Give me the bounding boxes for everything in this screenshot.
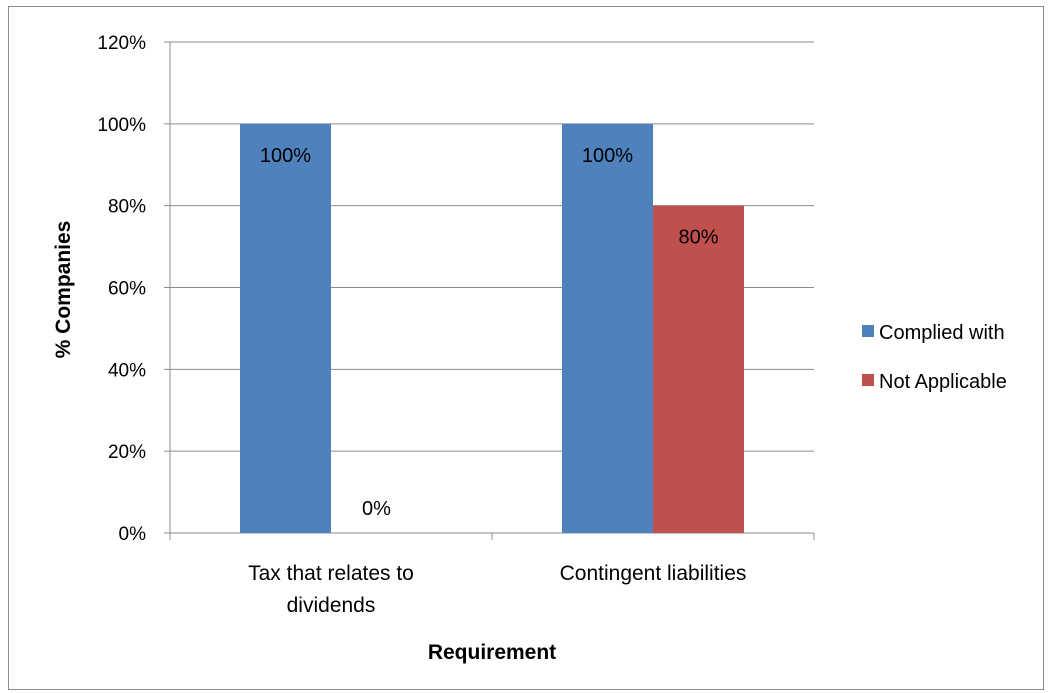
y-tick-label: 20% [108, 442, 146, 463]
legend-swatch [862, 374, 874, 386]
x-category-label: Contingent liabilities [560, 562, 747, 585]
x-category-label: dividends [287, 594, 376, 617]
x-category-labels: Tax that relates to dividends Contingent l… [248, 562, 746, 617]
y-tick-label: 120% [97, 33, 146, 54]
bar [240, 123, 331, 533]
data-labels: 100% 0% 100% 80% [260, 145, 719, 520]
legend-swatch [862, 325, 874, 337]
y-tick-labels: 0% 20% 40% 60% 80% 100% 120% [97, 33, 146, 545]
legend-label: Complied with [879, 322, 1005, 344]
y-tick-label: 80% [108, 197, 146, 218]
chart-area [8, 6, 1044, 690]
y-tick-label: 0% [119, 524, 147, 545]
legend-label: Not Applicable [879, 371, 1007, 393]
x-category-label: Tax that relates to [248, 562, 414, 585]
bars [240, 123, 744, 533]
y-tick-label: 40% [108, 360, 146, 381]
data-label: 100% [260, 145, 311, 167]
data-label: 100% [582, 145, 633, 167]
x-axis-title: Requirement [428, 641, 556, 664]
legend: Complied with Not Applicable [862, 322, 1007, 393]
data-label: 80% [678, 227, 718, 249]
bar [653, 205, 744, 533]
y-tick-label: 100% [97, 115, 146, 136]
bar [562, 123, 653, 533]
data-label: 0% [362, 498, 391, 520]
y-tick-label: 60% [108, 279, 146, 300]
y-axis-title: % Companies [52, 221, 75, 359]
